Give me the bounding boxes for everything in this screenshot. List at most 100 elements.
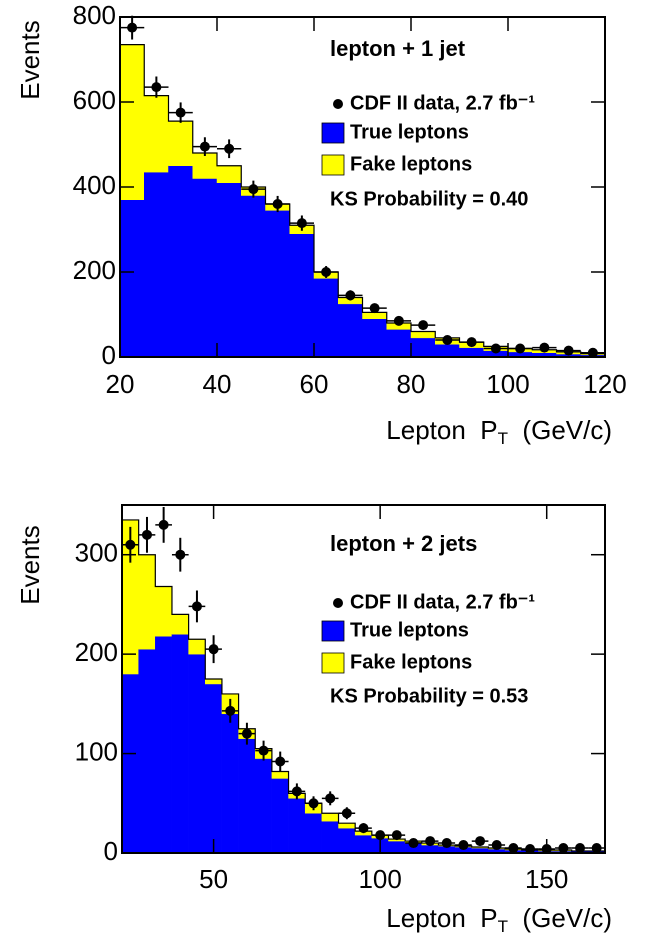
x-tick-label: 150 xyxy=(525,864,568,894)
x-axis-label-part: (GeV/c) xyxy=(508,903,612,933)
data-point xyxy=(408,838,419,849)
histogram-bar xyxy=(459,347,484,358)
x-axis-label-part: Lepton P xyxy=(386,415,497,445)
data-point xyxy=(151,82,162,93)
data-point xyxy=(296,218,307,229)
histogram-bar xyxy=(144,95,169,173)
histogram-bar xyxy=(304,812,323,854)
histogram-bar xyxy=(205,678,223,685)
data-point xyxy=(525,844,536,855)
data-point xyxy=(127,22,138,33)
histogram-bar xyxy=(410,337,436,358)
data-point xyxy=(591,843,602,854)
data-point xyxy=(425,836,436,847)
histogram-bar xyxy=(421,844,439,854)
histogram-bar xyxy=(362,312,387,319)
x-axis-label: Lepton PT (GeV/c) xyxy=(386,903,612,937)
histogram-bar xyxy=(171,614,189,635)
plot-frame xyxy=(121,504,606,854)
y-tick-label: 300 xyxy=(75,538,118,568)
histogram-bar xyxy=(271,778,289,854)
data-point xyxy=(272,199,283,209)
histogram-bar xyxy=(313,278,339,358)
legend-label: Fake leptons xyxy=(350,651,472,673)
histogram-bar xyxy=(221,713,239,854)
data-point xyxy=(248,184,259,195)
legend-swatch xyxy=(321,652,345,674)
histogram-bar xyxy=(205,683,223,854)
x-tick-label: 100 xyxy=(486,369,529,399)
histogram-bar xyxy=(241,195,266,358)
data-point xyxy=(558,843,569,854)
data-point xyxy=(563,345,574,356)
histogram-bar xyxy=(216,182,242,358)
data-point xyxy=(308,798,319,809)
data-point xyxy=(369,303,380,314)
histogram-bar xyxy=(155,635,173,854)
data-point xyxy=(275,756,286,767)
histogram-bar xyxy=(265,210,290,358)
histogram-bar xyxy=(386,329,412,358)
y-axis-label: Events xyxy=(15,20,45,100)
histogram-bar xyxy=(188,638,206,655)
histogram-bar xyxy=(388,840,406,854)
data-point xyxy=(539,342,550,353)
histogram-bar xyxy=(354,834,373,854)
y-tick-label: 600 xyxy=(73,85,116,115)
data-point xyxy=(341,808,352,819)
histogram-bar xyxy=(321,812,339,822)
data-point xyxy=(515,343,526,354)
annotation: lepton + 2 jets xyxy=(330,531,477,556)
data-point xyxy=(224,143,235,154)
y-axis-label: Events xyxy=(15,525,45,605)
data-point xyxy=(418,320,429,331)
y-tick-label: 100 xyxy=(75,736,118,766)
x-axis-label: Lepton PT (GeV/c) xyxy=(386,415,612,449)
histogram-bar xyxy=(171,634,189,854)
x-tick-label: 20 xyxy=(106,369,135,399)
legend-swatch xyxy=(321,154,345,176)
x-tick-label: 50 xyxy=(199,864,228,894)
annotation: lepton + 1 jet xyxy=(330,36,466,61)
histogram-bar xyxy=(138,554,156,650)
y-tick-label: 800 xyxy=(73,0,116,30)
data-point xyxy=(393,315,404,326)
histogram-bar xyxy=(155,586,173,637)
annotation: KS Probability = 0.40 xyxy=(330,188,528,210)
legend-label: Fake leptons xyxy=(350,153,472,175)
plot xyxy=(119,15,606,358)
annotation: KS Probability = 0.53 xyxy=(330,685,528,707)
x-axis-label-part: Lepton P xyxy=(386,903,497,933)
histogram-bar xyxy=(288,798,306,854)
x-tick-label: 80 xyxy=(397,369,426,399)
data-point xyxy=(158,519,169,530)
data-point xyxy=(375,830,386,841)
histogram-bar xyxy=(321,820,339,854)
histogram-bar xyxy=(271,771,289,779)
histogram-bar xyxy=(121,673,139,854)
data-point xyxy=(441,838,452,849)
histogram-bar xyxy=(410,331,436,339)
x-tick-label: 40 xyxy=(203,369,232,399)
legend-swatch xyxy=(321,620,345,642)
data-point xyxy=(175,107,186,118)
data-point xyxy=(141,529,152,540)
data-point xyxy=(358,823,369,834)
data-point xyxy=(391,830,402,841)
data-point xyxy=(258,745,269,756)
data-point xyxy=(458,840,469,851)
histogram-bar xyxy=(192,152,218,179)
y-tick-label: 0 xyxy=(104,836,118,866)
legend-swatch xyxy=(321,122,345,144)
histogram-bar xyxy=(338,303,363,358)
y-tick-label: 200 xyxy=(73,255,116,285)
x-axis-label-part: T xyxy=(498,917,508,936)
y-tick-label: 200 xyxy=(75,637,118,667)
histogram-bar xyxy=(338,827,356,854)
x-tick-label: 60 xyxy=(300,369,329,399)
data-point xyxy=(508,843,519,854)
histogram-bar xyxy=(435,344,460,358)
x-tick-label: 120 xyxy=(583,369,626,399)
data-point xyxy=(199,141,210,152)
data-point xyxy=(241,728,252,739)
